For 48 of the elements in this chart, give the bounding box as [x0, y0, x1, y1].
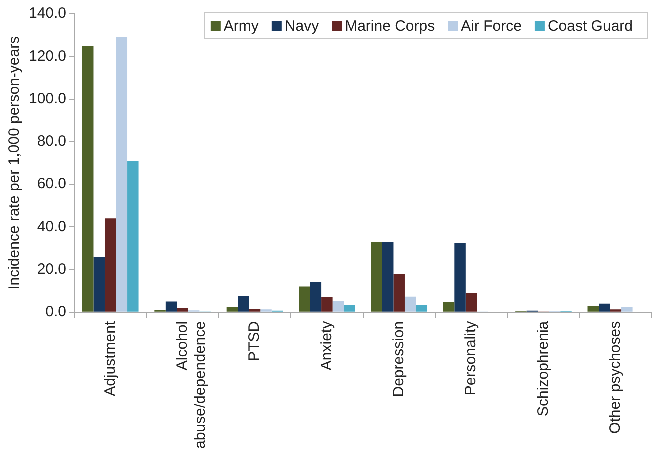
bar [128, 161, 139, 312]
x-tick-label: Adjustment [102, 320, 119, 396]
legend-label: Army [224, 18, 260, 36]
bar [322, 297, 333, 312]
y-tick-label: 120.0 [28, 48, 67, 65]
bar [238, 296, 250, 312]
y-tick-label: 0.0 [46, 304, 67, 321]
bar [249, 309, 261, 312]
y-tick-label: 100.0 [28, 90, 67, 108]
y-tick-label: 80.0 [37, 133, 67, 150]
bar [299, 286, 310, 312]
bar [344, 305, 356, 312]
x-tick-label: Other psychoses [607, 321, 624, 434]
x-tick-label: PTSD [246, 321, 264, 362]
bar [466, 293, 478, 312]
x-tick-label: Alcohol abuse/dependence [174, 321, 209, 450]
bar [94, 256, 105, 312]
bar [310, 282, 322, 312]
bar [82, 46, 94, 312]
bar [371, 242, 382, 312]
legend-label: Navy [284, 18, 320, 36]
bar [622, 307, 633, 312]
bar [454, 243, 466, 312]
x-tick-label: Personality [462, 320, 480, 396]
y-tick-label: 60.0 [37, 176, 67, 193]
legend-label: Coast Guard [548, 18, 634, 36]
bar [116, 37, 128, 312]
bar [166, 302, 178, 312]
bar [177, 308, 188, 312]
legend-label: Marine Corps [345, 18, 436, 36]
x-tick-label: Anxiety [318, 320, 336, 371]
y-tick-label: 140.0 [28, 5, 67, 22]
bar [394, 274, 405, 312]
y-tick-label: 20.0 [37, 260, 67, 278]
bar [404, 296, 416, 312]
x-tick-label: Schizophrenia [534, 320, 552, 416]
legend-label: Air Force [461, 18, 522, 36]
x-tick-label: Depression [390, 321, 408, 398]
y-axis-title: Incidence rate per 1,000 person-years [6, 36, 24, 290]
bar [599, 304, 610, 312]
bar [226, 307, 238, 312]
bar [443, 302, 455, 312]
bar [382, 242, 394, 312]
bar [332, 301, 344, 312]
bar [588, 306, 600, 312]
y-tick-label: 40.0 [37, 218, 67, 236]
bar [105, 218, 116, 312]
bar [416, 305, 428, 312]
